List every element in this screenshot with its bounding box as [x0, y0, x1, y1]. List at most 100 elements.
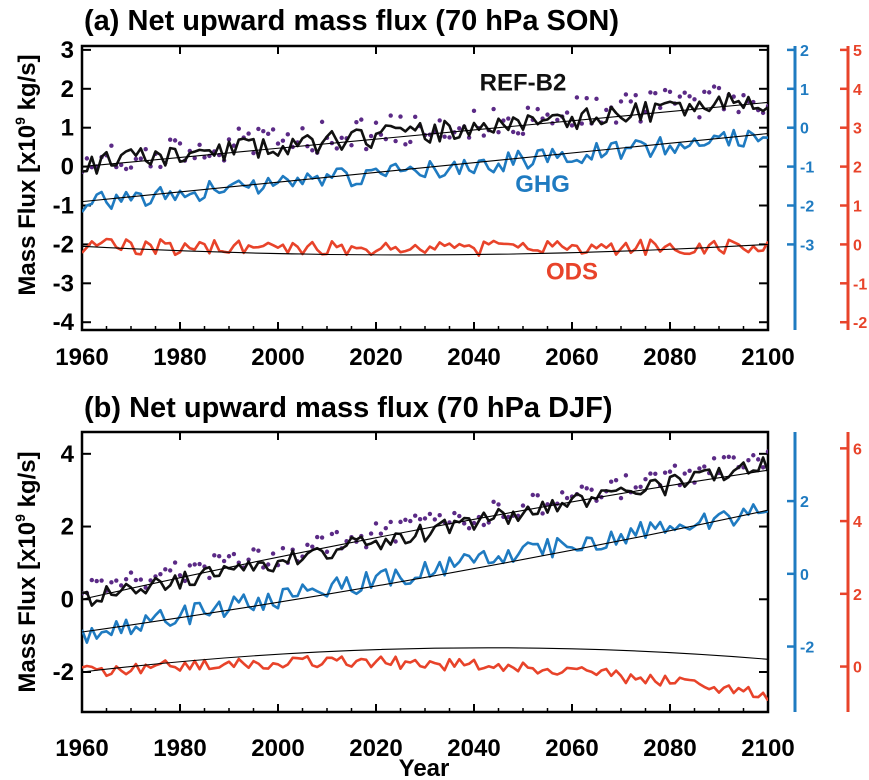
- trend-fit-line: [82, 243, 768, 256]
- ensemble-dot: [574, 95, 580, 100]
- ensemble-dot: [638, 484, 643, 490]
- ensemble-dot: [496, 129, 501, 135]
- right-axis-tick-label: 2: [800, 43, 809, 60]
- ensemble-dot: [515, 131, 521, 136]
- ensemble-dot: [726, 454, 731, 459]
- ensemble-dot: [256, 548, 261, 553]
- ensemble-dot: [236, 126, 241, 131]
- x-tick-label: 2060: [545, 735, 598, 762]
- ensemble-dot: [133, 577, 139, 583]
- ensemble-dot: [123, 166, 129, 172]
- ensemble-dot: [560, 490, 565, 495]
- ensemble-dot: [187, 563, 192, 568]
- ensemble-dot: [457, 513, 462, 519]
- y-tick-label: -2: [53, 231, 74, 258]
- ensemble-dot: [594, 96, 599, 102]
- right-axis-tick-label: 1: [853, 199, 862, 216]
- y-tick-label: -3: [53, 270, 74, 297]
- ensemble-dot: [89, 577, 95, 583]
- ensemble-dot: [128, 165, 134, 170]
- ensemble-dot: [702, 89, 707, 94]
- right-axis-tick-label: 6: [853, 441, 862, 458]
- right-axis-tick-label: 4: [853, 82, 862, 99]
- ensemble-dot: [697, 115, 702, 120]
- ensemble-dot: [192, 562, 197, 567]
- series-line-ods: [82, 655, 768, 702]
- x-tick-label: 2080: [643, 344, 696, 371]
- ensemble-dot: [270, 551, 276, 556]
- x-tick-label: 2020: [349, 344, 402, 371]
- ensemble-dot: [329, 531, 335, 537]
- ensemble-dot: [432, 517, 437, 522]
- ensemble-dot: [261, 129, 266, 134]
- ensemble-dot: [604, 107, 609, 113]
- ensemble-dot: [447, 135, 452, 140]
- x-tick-label: 2040: [447, 344, 500, 371]
- ensemble-dot: [731, 94, 736, 99]
- ensemble-dot: [545, 112, 550, 117]
- ensemble-dot: [398, 114, 403, 119]
- x-tick-label: 2100: [741, 735, 794, 762]
- ensemble-dot: [437, 512, 442, 518]
- ensemble-dot: [349, 143, 354, 148]
- panel-b: (b) Net upward mass flux (70 hPa DJF) Ma…: [12, 392, 862, 780]
- ensemble-dot: [99, 578, 104, 583]
- ensemble-dot: [535, 493, 540, 498]
- ensemble-dot: [133, 156, 139, 162]
- ensemble-dot: [285, 132, 290, 137]
- ensemble-dot: [324, 549, 330, 554]
- ensemble-dot: [667, 469, 673, 474]
- ensemble-dot: [172, 138, 178, 143]
- ensemble-dot: [535, 106, 540, 112]
- ensemble-dot: [466, 135, 472, 140]
- ensemble-dot: [177, 141, 183, 146]
- ensemble-dot: [163, 567, 168, 572]
- ensemble-dot: [564, 110, 570, 115]
- ensemble-dot: [520, 503, 526, 508]
- ensemble-dot: [530, 492, 535, 498]
- ensemble-dot: [466, 526, 472, 531]
- series-label: REF-B2: [480, 70, 567, 97]
- series-label: ODS: [546, 258, 598, 285]
- ensemble-dot: [109, 580, 114, 585]
- ensemble-dot: [266, 562, 271, 567]
- ensemble-dot: [731, 455, 736, 460]
- ensemble-dot: [579, 121, 584, 126]
- ensemble-dot: [158, 571, 163, 577]
- ensemble-dot: [496, 502, 501, 507]
- right-axis-tick-label: 0: [853, 237, 862, 254]
- ensemble-dot: [388, 519, 393, 525]
- ensemble-dot: [378, 531, 384, 536]
- ensemble-dot: [168, 137, 173, 142]
- ensemble-dot: [751, 453, 756, 458]
- x-tick-label: 2080: [643, 735, 696, 762]
- panel-a-title: (a) Net upward mass flux (70 hPa SON): [84, 5, 619, 37]
- ensemble-dot: [687, 94, 692, 99]
- right-axis-tick-label: 0: [800, 121, 809, 138]
- ensemble-dot: [760, 465, 766, 470]
- ensemble-dot: [667, 89, 673, 95]
- series-line-ref-b2: [82, 91, 768, 175]
- ensemble-dot: [246, 557, 251, 562]
- ensemble-dot: [256, 126, 261, 132]
- ensemble-dot: [315, 534, 320, 540]
- ensemble-dot: [138, 577, 143, 582]
- ensemble-dot: [648, 90, 653, 95]
- right-axis-tick-label: 0: [853, 660, 862, 677]
- ensemble-dot: [368, 531, 374, 536]
- ensemble-dot: [408, 139, 413, 145]
- ensemble-dot: [716, 85, 722, 91]
- ensemble-dot: [217, 553, 222, 559]
- ensemble-dot: [662, 87, 668, 93]
- x-tick-label: 2100: [741, 344, 794, 371]
- right-axis-tick-label: -2: [853, 315, 867, 332]
- ensemble-dot: [393, 138, 398, 144]
- ensemble-dot: [84, 156, 90, 161]
- right-axis-tick-label: 0: [800, 567, 809, 584]
- right-axis-tick-label: 3: [853, 121, 862, 138]
- trend-fit-line: [82, 132, 768, 203]
- ensemble-dot: [648, 471, 653, 476]
- ensemble-dot: [207, 575, 212, 581]
- ensemble-dot: [613, 477, 619, 483]
- ensemble-dot: [677, 94, 682, 99]
